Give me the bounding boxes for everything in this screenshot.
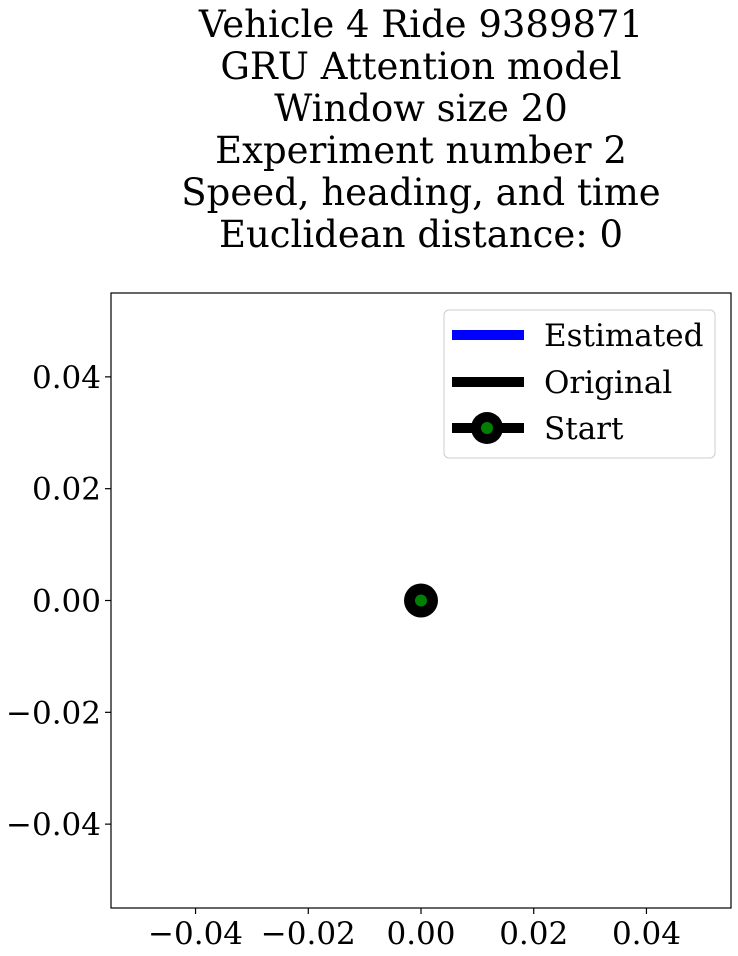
title-line-3: Window size 20 <box>274 87 568 130</box>
y-tick-label: −0.04 <box>6 807 101 843</box>
y-tick-label: 0.02 <box>32 472 101 508</box>
legend-label-original: Original <box>544 365 672 401</box>
x-tick-label: 0.00 <box>386 916 455 952</box>
y-tick-label: 0.04 <box>32 360 101 396</box>
title-line-5: Speed, heading, and time <box>181 171 660 214</box>
y-axis: 0.04 0.02 0.00 −0.02 −0.04 <box>6 360 111 843</box>
legend: Estimated Original Start <box>443 309 716 459</box>
y-tick-label: −0.02 <box>6 695 101 731</box>
x-tick-label: −0.02 <box>261 916 356 952</box>
chart-title: Vehicle 4 Ride 9389871 GRU Attention mod… <box>181 3 660 256</box>
plot-marks <box>404 583 438 618</box>
legend-start-marker-inner <box>481 422 493 434</box>
start-marker-inner <box>415 594 427 607</box>
legend-label-start: Start <box>544 411 624 447</box>
title-line-6: Euclidean distance: 0 <box>219 213 623 256</box>
x-axis: −0.04 −0.02 0.00 0.02 0.04 <box>148 908 681 952</box>
legend-box <box>443 309 716 459</box>
title-line-4: Experiment number 2 <box>215 129 627 172</box>
x-tick-label: 0.04 <box>612 916 681 952</box>
legend-label-estimated: Estimated <box>544 318 703 354</box>
y-tick-label: 0.00 <box>32 584 101 620</box>
title-line-2: GRU Attention model <box>220 45 621 88</box>
title-line-1: Vehicle 4 Ride 9389871 <box>198 3 643 46</box>
x-tick-label: −0.04 <box>148 916 243 952</box>
x-tick-label: 0.02 <box>499 916 568 952</box>
